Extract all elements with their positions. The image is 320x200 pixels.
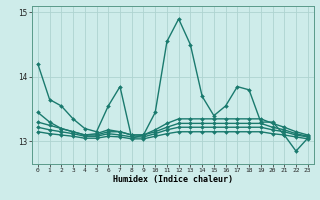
X-axis label: Humidex (Indice chaleur): Humidex (Indice chaleur) — [113, 175, 233, 184]
